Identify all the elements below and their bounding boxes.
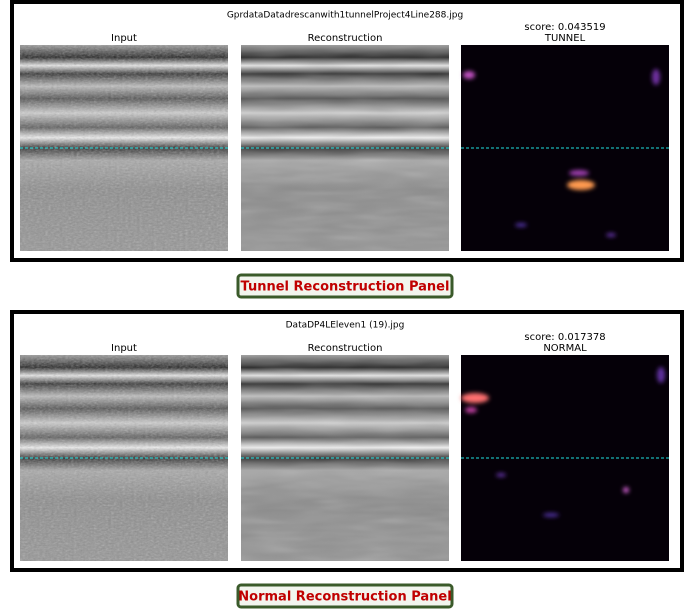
filename: DataDP4LEleven1 (19).jpg bbox=[286, 321, 405, 331]
prediction: TUNNEL bbox=[544, 33, 586, 44]
error-blob bbox=[567, 180, 595, 190]
caption: Tunnel Reconstruction Panel bbox=[241, 280, 450, 295]
error-blob bbox=[623, 487, 629, 493]
panel: DataDP4LEleven1 (19).jpg Input Reconstruct… bbox=[12, 312, 682, 607]
error-blob bbox=[465, 407, 477, 413]
error-blob bbox=[515, 223, 527, 227]
error-blob bbox=[461, 393, 489, 403]
caption: Normal Reconstruction Panel bbox=[238, 590, 451, 605]
error-blob bbox=[463, 71, 475, 79]
page: GprdataDatadrescanwith1tunnelProject4Lin… bbox=[0, 0, 694, 612]
score: score: 0.043519 bbox=[524, 22, 605, 33]
panel: GprdataDatadrescanwith1tunnelProject4Lin… bbox=[12, 2, 682, 297]
error-blob bbox=[569, 170, 589, 176]
error-blob bbox=[652, 69, 660, 85]
error-blob bbox=[543, 513, 559, 517]
error-blob bbox=[496, 473, 506, 477]
error-blob bbox=[657, 367, 665, 383]
reconstruction-label: Reconstruction bbox=[308, 33, 383, 44]
reconstruction-label: Reconstruction bbox=[308, 343, 383, 354]
filename: GprdataDatadrescanwith1tunnelProject4Lin… bbox=[227, 11, 463, 21]
error-blob bbox=[606, 233, 616, 237]
input-label: Input bbox=[111, 33, 137, 44]
prediction: NORMAL bbox=[543, 343, 587, 354]
score: score: 0.017378 bbox=[524, 332, 605, 343]
input-label: Input bbox=[111, 343, 137, 354]
